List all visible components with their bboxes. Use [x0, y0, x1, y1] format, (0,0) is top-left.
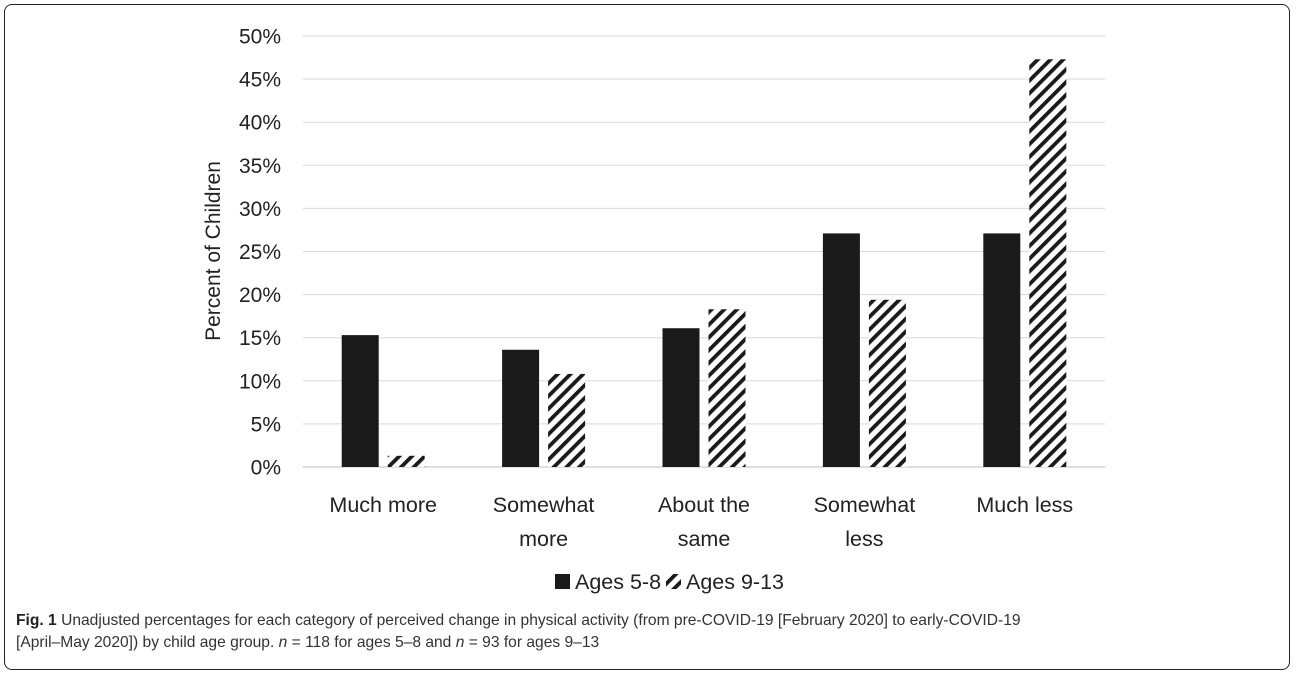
gridlines: [303, 35, 1105, 468]
bar-ages-9-13: [1029, 59, 1067, 468]
caption-line-1: Unadjusted percentages for each category…: [61, 612, 1021, 629]
y-tick-label: 20%: [239, 284, 281, 307]
x-tick-label: same: [678, 527, 731, 551]
x-tick-label: more: [519, 527, 568, 551]
y-tick-label: 25%: [239, 241, 281, 264]
caption-line-2c: = 93 for ages 9–13: [464, 634, 600, 651]
y-tick-label: 5%: [251, 413, 281, 436]
y-tick-label: 30%: [239, 198, 281, 221]
caption-n-symbol-2: n: [455, 634, 465, 651]
bar-ages-5-8: [502, 349, 540, 467]
bar-ages-5-8: [662, 328, 700, 467]
legend: Ages 5-8 Ages 9-13: [555, 570, 784, 594]
caption-line-2b: = 118 for ages 5–8 and: [287, 634, 456, 651]
bar-chart: 0% 5% 10% 15% 20% 25% 30% 35% 40% 45% 50% Much mor…: [202, 26, 1105, 594]
bar-ages-9-13: [708, 309, 746, 467]
y-tick-label: 35%: [239, 155, 281, 178]
x-tick-label: Much more: [329, 493, 437, 517]
bar-ages-5-8: [983, 233, 1021, 467]
figure-caption: Fig. 1 Unadjusted percentages for each c…: [16, 610, 1278, 654]
x-tick-labels: Much more Somewhat more About the same Somewh…: [329, 493, 1073, 551]
legend-swatch-ages-5-8: [555, 574, 570, 589]
bar-ages-9-13: [548, 373, 586, 467]
figure-frame: [4, 4, 1290, 670]
y-axis-label: Percent of Children: [202, 161, 225, 341]
bar-ages-9-13: [387, 455, 425, 467]
bar-ages-9-13: [868, 299, 906, 467]
x-tick-label: less: [845, 527, 883, 551]
y-tick-label: 45%: [239, 69, 281, 92]
figure-label: Fig. 1: [16, 612, 57, 629]
y-tick-label: 50%: [239, 26, 281, 49]
bars: [341, 59, 1067, 468]
legend-swatch-ages-9-13: [666, 574, 681, 589]
bar-ages-5-8: [341, 335, 379, 467]
x-tick-label: About the: [658, 493, 750, 517]
legend-label-ages-9-13: Ages 9-13: [686, 570, 784, 594]
x-tick-label: Somewhat: [814, 493, 916, 517]
bar-ages-5-8: [822, 233, 860, 467]
y-tick-label: 15%: [239, 327, 281, 350]
y-tick-label: 10%: [239, 370, 281, 393]
caption-line-2a: [April–May 2020]) by child age group.: [16, 634, 279, 651]
x-tick-label: Much less: [976, 493, 1073, 517]
y-tick-label: 40%: [239, 112, 281, 135]
x-tick-label: Somewhat: [493, 493, 595, 517]
y-tick-label: 0%: [251, 457, 281, 480]
legend-label-ages-5-8: Ages 5-8: [575, 570, 661, 594]
caption-n-symbol-1: n: [278, 634, 288, 651]
y-tick-labels: 0% 5% 10% 15% 20% 25% 30% 35% 40% 45% 50%: [239, 26, 281, 480]
